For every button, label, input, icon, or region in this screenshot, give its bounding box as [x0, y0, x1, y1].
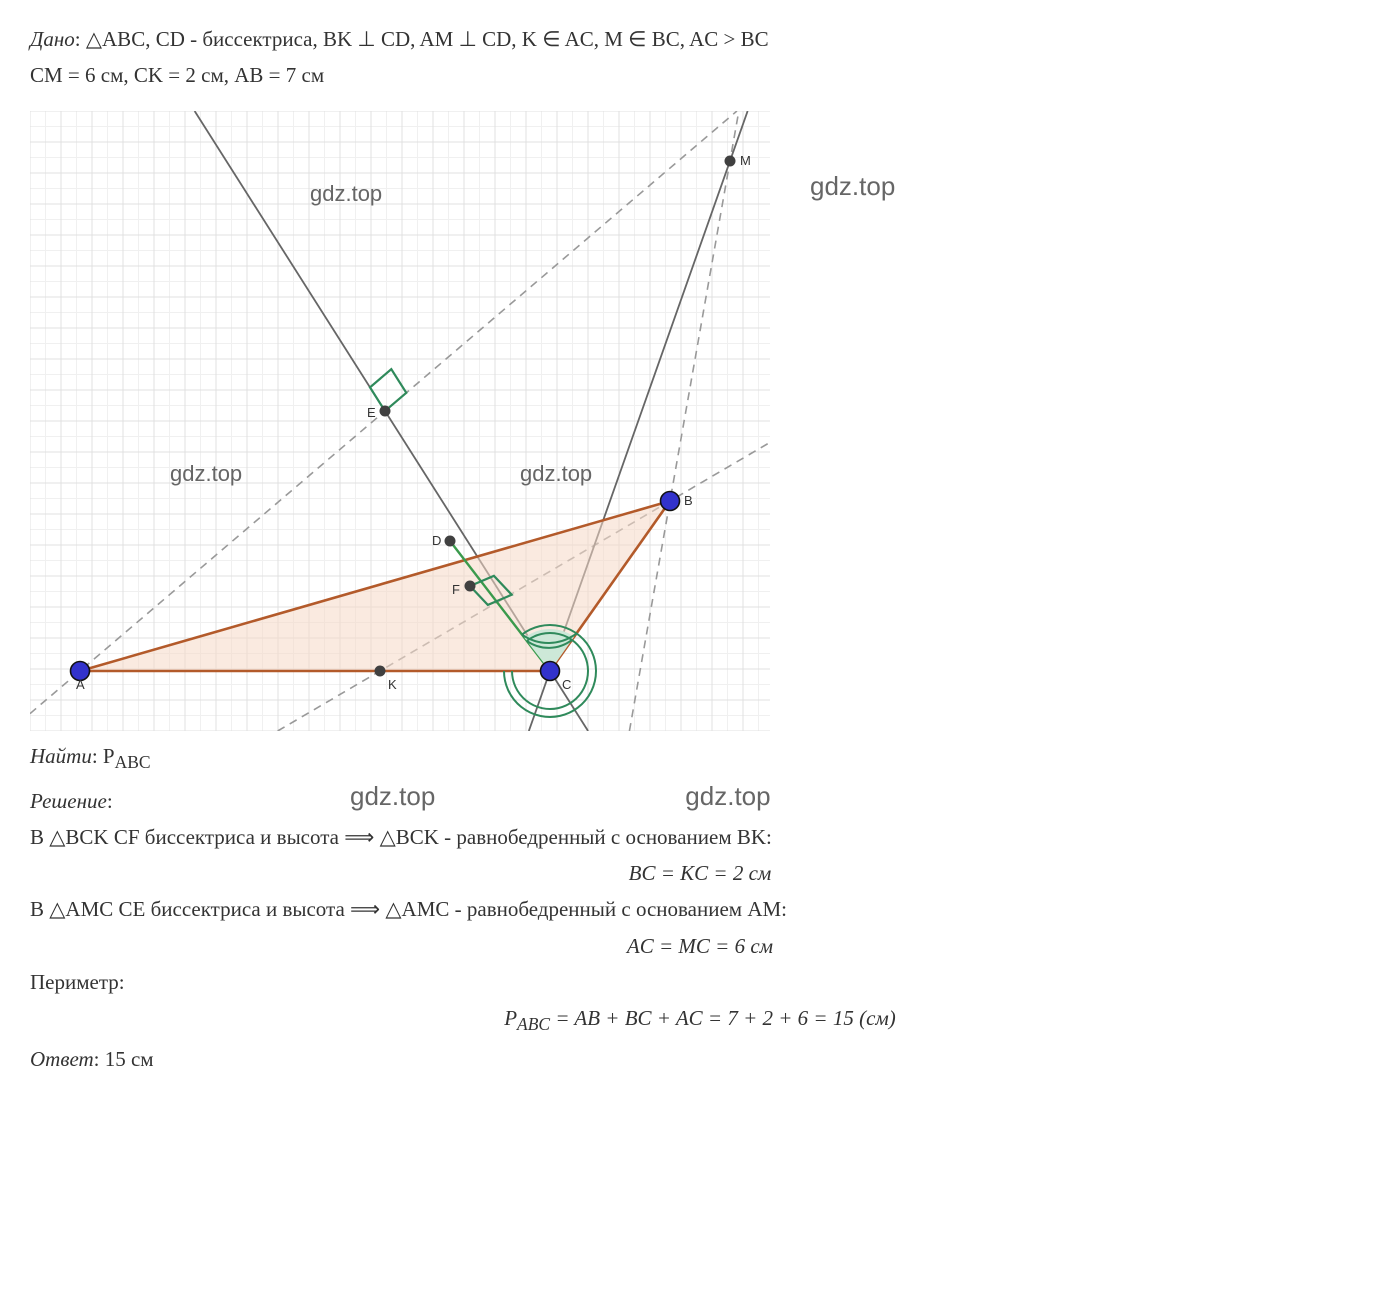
solution-label: Решение	[30, 789, 107, 813]
find-text: : P	[92, 744, 115, 768]
given-label: Дано	[30, 27, 75, 51]
svg-text:B: B	[684, 493, 693, 508]
find-label: Найти	[30, 744, 92, 768]
step2-eq: AC = MC = 6 см	[30, 934, 1370, 959]
step1-text: В △BCK CF биссектриса и высота ⟹ △BCK - …	[30, 822, 1370, 854]
svg-text:gdz.top: gdz.top	[170, 461, 242, 486]
svg-text:gdz.top: gdz.top	[520, 461, 592, 486]
find-line: Найти: PABC	[30, 741, 1370, 775]
step2-text: В △AMC CE биссектриса и высота ⟹ △AMC - …	[30, 894, 1370, 926]
svg-text:M: M	[740, 153, 751, 168]
given-line1: Дано: △ABC, CD - биссектриса, BK ⊥ CD, A…	[30, 24, 1370, 56]
svg-text:C: C	[562, 677, 571, 692]
given-line2: CM = 6 см, CK = 2 см, AB = 7 см	[30, 60, 1370, 92]
wm2: gdz.top	[685, 781, 770, 812]
given-text1: : △ABC, CD - биссектриса, BK ⊥ CD, AM ⊥ …	[75, 27, 769, 51]
perimeter-label: Периметр:	[30, 967, 1370, 999]
answer-text: : 15 см	[94, 1047, 154, 1071]
wm1: gdz.top	[350, 781, 435, 812]
side-watermark: gdz.top	[810, 171, 895, 201]
svg-text:K: K	[388, 677, 397, 692]
answer-line: Ответ: 15 см	[30, 1044, 1370, 1076]
geometry-diagram: A K C F D B E Mgdz.top gdz.top gdz.top	[30, 111, 770, 731]
perim-sub: ABC	[517, 1015, 550, 1035]
step1-eq: BC = KC = 2 см	[30, 861, 1370, 886]
perim-pre: P	[504, 1006, 517, 1030]
svg-text:D: D	[432, 533, 441, 548]
answer-label: Ответ	[30, 1047, 94, 1071]
find-sub: ABC	[115, 752, 151, 772]
solution-colon: :	[107, 789, 113, 813]
diagram-row: A K C F D B E Mgdz.top gdz.top gdz.top gdz.top	[30, 111, 1370, 731]
perimeter-eq: PABC = AB + BC + AC = 7 + 2 + 6 = 15 (см…	[30, 1006, 1370, 1035]
perim-post: = AB + BC + AC = 7 + 2 + 6 = 15 (см)	[550, 1006, 896, 1030]
svg-text:E: E	[367, 405, 376, 420]
svg-text:A: A	[76, 677, 85, 692]
svg-text:F: F	[452, 582, 460, 597]
svg-text:gdz.top: gdz.top	[310, 181, 382, 206]
